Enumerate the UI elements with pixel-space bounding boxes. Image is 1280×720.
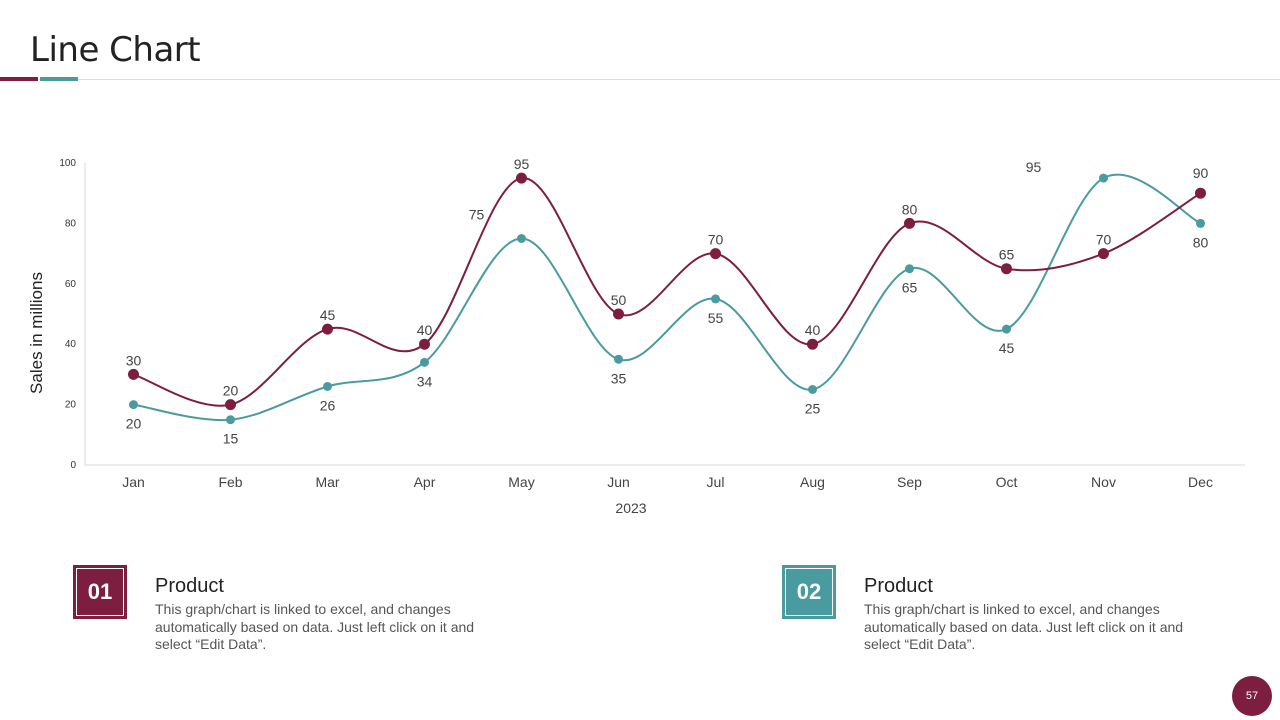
x-tick-label: Oct (996, 474, 1018, 490)
data-point (904, 217, 915, 229)
data-label: 25 (805, 401, 821, 417)
series-1 (128, 172, 1206, 411)
card-description: This graph/chart is linked to excel, and… (155, 601, 475, 652)
data-label: 70 (708, 232, 724, 248)
y-tick-label: 40 (65, 339, 77, 350)
data-label: 80 (902, 201, 918, 217)
data-point (711, 294, 720, 304)
data-point (225, 399, 236, 411)
y-tick-label: 80 (65, 218, 77, 229)
x-tick-label: Aug (800, 474, 825, 490)
data-label: 55 (708, 310, 724, 326)
data-point (420, 357, 429, 367)
card-description: This graph/chart is linked to excel, and… (864, 601, 1184, 652)
page-number-badge: 57 (1232, 676, 1272, 716)
x-tick-label: Feb (218, 474, 242, 490)
data-label: 75 (469, 207, 485, 223)
data-point (323, 381, 332, 391)
series-2 (129, 173, 1205, 425)
data-label: 45 (320, 307, 336, 323)
data-label: 26 (320, 397, 336, 413)
title-accent-bar-primary (0, 77, 38, 81)
x-axis-title: 2023 (615, 500, 646, 516)
data-label: 65 (902, 280, 918, 296)
x-tick-label: Mar (315, 474, 339, 490)
x-tick-label: Jan (122, 474, 145, 490)
product-card-01: 01 Product This graph/chart is linked to… (73, 565, 533, 665)
data-point (1195, 187, 1206, 199)
data-label: 35 (611, 370, 627, 386)
data-label: 90 (1193, 165, 1209, 181)
x-tick-label: Jun (607, 474, 630, 490)
x-tick-label: Dec (1188, 474, 1213, 490)
badge-number: 01 (76, 568, 124, 616)
x-axis-ticks: Jan Feb Mar Apr May Jun Jul Aug Sep Oct Nov Dec (122, 474, 1213, 490)
data-point (1002, 324, 1011, 334)
data-label: 34 (417, 373, 433, 389)
product-badge: 01 (73, 565, 127, 619)
x-tick-label: Nov (1091, 474, 1116, 490)
badge-number: 02 (785, 568, 833, 616)
data-point (1099, 173, 1108, 183)
data-point (419, 338, 430, 350)
data-point (710, 248, 721, 260)
data-point (808, 385, 817, 394)
data-point (128, 368, 139, 380)
data-label: 40 (805, 322, 821, 338)
data-label: 70 (1096, 232, 1112, 248)
line-chart[interactable]: 0 20 40 60 80 100 Jan Feb Mar Apr May Jun Jul Aug Sep… (0, 0, 1280, 560)
series-layer: 30 20 45 40 95 50 70 40 80 65 70 90 20 15 26 34 75 35 55 25… (126, 156, 1209, 447)
data-label: 95 (1026, 159, 1042, 175)
data-label: 30 (126, 352, 142, 368)
data-label: 20 (223, 383, 239, 399)
data-label: 65 (999, 247, 1015, 263)
data-point (516, 172, 527, 184)
x-tick-label: Apr (414, 474, 436, 490)
x-tick-label: May (508, 474, 534, 490)
x-tick-label: Jul (707, 474, 725, 490)
data-labels-2: 20 15 26 34 75 35 55 25 65 45 95 80 (126, 159, 1209, 447)
data-label: 80 (1193, 234, 1209, 250)
card-heading: Product (155, 575, 224, 597)
data-point (226, 415, 235, 425)
slide-title: Line Chart (30, 30, 201, 70)
product-card-02: 02 Product This graph/chart is linked to… (782, 565, 1242, 665)
product-badge: 02 (782, 565, 836, 619)
data-label: 40 (417, 322, 433, 338)
data-label: 95 (514, 156, 530, 172)
data-point (807, 338, 818, 350)
data-point (905, 264, 914, 274)
data-point (614, 354, 623, 364)
x-tick-label: Sep (897, 474, 922, 490)
card-heading: Product (864, 575, 933, 597)
data-point (517, 234, 526, 243)
data-point (322, 323, 333, 335)
data-point (1001, 263, 1012, 275)
data-point (1098, 248, 1109, 260)
y-tick-label: 20 (65, 400, 77, 411)
data-label: 20 (126, 416, 142, 432)
y-axis-ticks: 0 20 40 60 80 100 (59, 158, 76, 471)
data-point (1196, 218, 1205, 228)
data-label: 50 (611, 292, 627, 308)
y-tick-label: 100 (59, 158, 76, 169)
series-line (133, 173, 1201, 422)
data-point (613, 308, 624, 320)
data-labels-1: 30 20 45 40 95 50 70 40 80 65 70 90 (126, 156, 1209, 399)
data-point (129, 400, 138, 410)
series-line (133, 177, 1202, 407)
y-tick-label: 60 (65, 279, 77, 290)
data-label: 45 (999, 340, 1015, 356)
title-accent-bar-secondary (40, 77, 78, 81)
y-axis-title: Sales in millions (27, 272, 46, 394)
data-label: 15 (223, 431, 239, 447)
title-divider (0, 79, 1280, 80)
y-tick-label: 0 (70, 460, 76, 471)
